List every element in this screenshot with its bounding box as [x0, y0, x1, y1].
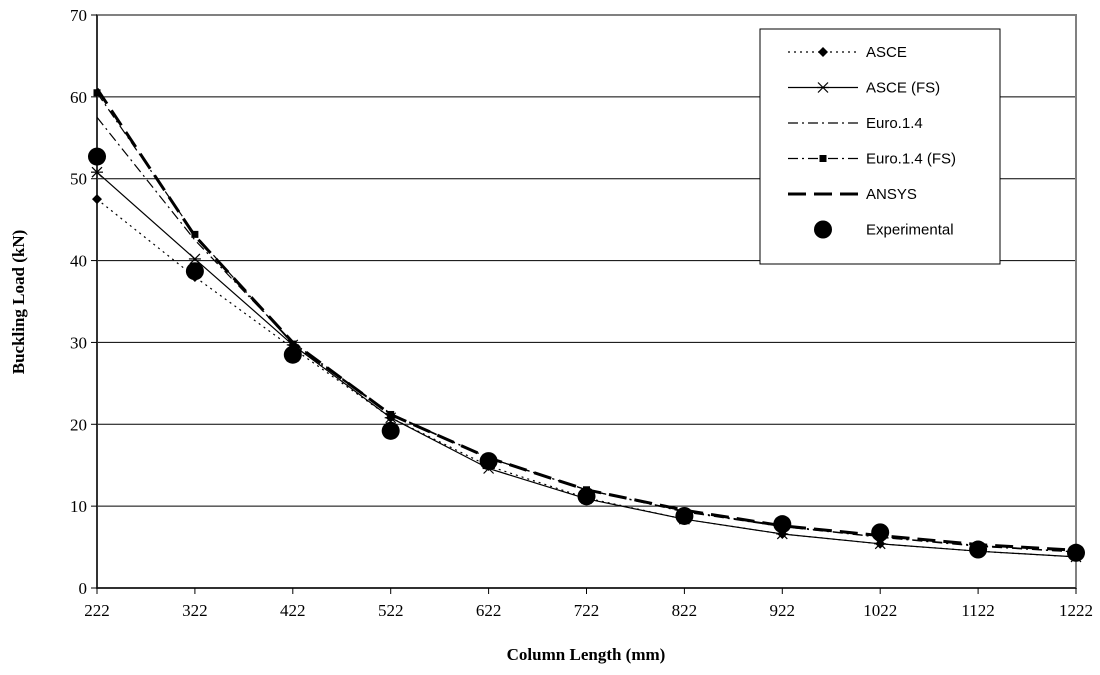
- series-experimental-marker: [1067, 543, 1085, 562]
- legend-experimental-marker: [814, 220, 832, 239]
- legend-asce-fs-label: ASCE (FS): [866, 80, 940, 97]
- legend-ansys: ANSYS: [788, 186, 917, 203]
- x-tick-label: 822: [672, 601, 698, 620]
- x-tick-label: 922: [770, 601, 796, 620]
- series-euro-1-4-fs-marker: [191, 230, 199, 238]
- series-experimental-marker: [675, 506, 694, 525]
- legend-asce-fs-marker: [817, 82, 829, 93]
- x-tick-label: 1122: [961, 601, 994, 620]
- x-tick-label: 422: [280, 601, 306, 620]
- axes: 0 10 20 30 40 50 60 70 222 322 422 522 622 722 822 922 1…: [70, 6, 1093, 620]
- y-tick-label: 60: [70, 88, 87, 107]
- legend-euro-1-4: Euro.1.4: [788, 115, 923, 132]
- legend-box: [759, 28, 1001, 265]
- gridlines: [97, 96, 1076, 507]
- series-asce-marker: [92, 194, 102, 205]
- y-tick-label: 0: [79, 579, 88, 598]
- series-experimental-marker: [283, 345, 302, 364]
- asterisk-stroke: [817, 82, 829, 93]
- series-asce-fs-marker: [188, 253, 201, 265]
- x-tick-label: 1222: [1059, 601, 1093, 620]
- x-tick-label: 622: [476, 601, 502, 620]
- x-tick-label: 722: [574, 601, 600, 620]
- series-asce-fs-marker: [91, 166, 103, 178]
- legend-euro-1-4-fs-marker: [819, 155, 827, 162]
- legend-asce-fs: ASCE (FS): [788, 80, 940, 97]
- legend-asce: ASCE: [788, 44, 907, 61]
- x-axis-title: Column Length (mm): [507, 645, 666, 664]
- series-asce-line: [96, 198, 1077, 558]
- series-experimental-marker: [773, 515, 792, 534]
- series-experimental: [88, 147, 1085, 562]
- series-experimental-marker: [381, 421, 400, 440]
- legend-ansys-label: ANSYS: [866, 186, 917, 203]
- y-tick-label: 40: [70, 252, 87, 271]
- series-euro-1-4-fs-marker: [93, 89, 101, 97]
- asterisk-stroke: [91, 166, 103, 178]
- series-experimental-marker: [479, 452, 498, 471]
- y-tick-label: 70: [70, 6, 87, 25]
- series-experimental-marker: [871, 523, 890, 542]
- legend-euro-1-4-fs: Euro.1.4 (FS): [788, 151, 956, 168]
- series-experimental-marker: [185, 262, 204, 281]
- legend-euro-1-4-label: Euro.1.4: [866, 115, 923, 132]
- legend-experimental: Experimental: [814, 220, 954, 239]
- legend: ASCE ASCE (FS) Euro.1.4 Euro.1.4 (FS) ANSYS E…: [759, 28, 1001, 265]
- y-tick-label: 50: [70, 170, 87, 189]
- series-experimental-marker: [88, 147, 106, 166]
- x-tick-label: 1022: [863, 601, 897, 620]
- legend-experimental-label: Experimental: [866, 222, 954, 239]
- x-tick-label: 522: [378, 601, 404, 620]
- series-experimental-marker: [969, 540, 988, 559]
- series-group: [88, 87, 1085, 563]
- y-tick-label: 10: [70, 497, 87, 516]
- legend-asce-label: ASCE: [866, 44, 907, 61]
- y-tick-label: 30: [70, 333, 87, 352]
- y-tick-label: 20: [70, 415, 87, 434]
- x-tick-label: 222: [84, 601, 110, 620]
- series-experimental-marker: [577, 487, 596, 506]
- x-tick-label: 322: [182, 601, 208, 620]
- legend-asce-marker: [818, 47, 828, 57]
- asterisk-stroke: [189, 253, 201, 265]
- y-axis-title: Buckling Load (kN): [9, 230, 28, 375]
- legend-euro-1-4-fs-label: Euro.1.4 (FS): [866, 151, 956, 168]
